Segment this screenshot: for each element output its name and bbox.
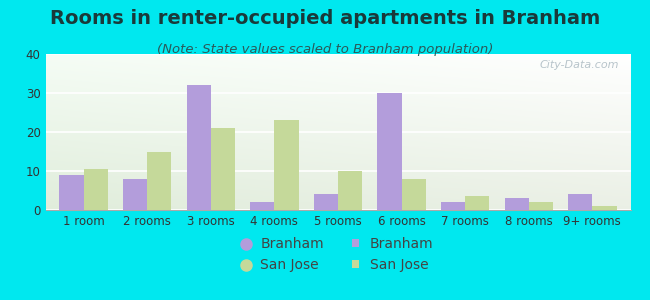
Bar xyxy=(187,85,211,210)
Bar xyxy=(504,198,528,210)
Bar xyxy=(123,179,148,210)
Bar xyxy=(211,128,235,210)
Text: (Note: State values scaled to Branham population): (Note: State values scaled to Branham po… xyxy=(157,44,493,56)
Bar xyxy=(441,202,465,210)
Bar xyxy=(592,206,616,210)
Bar xyxy=(250,202,274,210)
Bar xyxy=(465,196,489,210)
Bar xyxy=(148,152,172,210)
Text: Rooms in renter-occupied apartments in Branham: Rooms in renter-occupied apartments in B… xyxy=(50,9,600,28)
Bar xyxy=(84,169,108,210)
Bar xyxy=(528,202,553,210)
Bar xyxy=(60,175,84,210)
Text: City-Data.com: City-Data.com xyxy=(540,60,619,70)
Bar xyxy=(314,194,338,210)
Legend: Branham, San Jose, Branham, San Jose: Branham, San Jose, Branham, San Jose xyxy=(239,233,437,276)
Bar xyxy=(568,194,592,210)
Bar xyxy=(338,171,362,210)
Bar xyxy=(402,179,426,210)
Bar xyxy=(274,120,298,210)
Bar xyxy=(378,93,402,210)
